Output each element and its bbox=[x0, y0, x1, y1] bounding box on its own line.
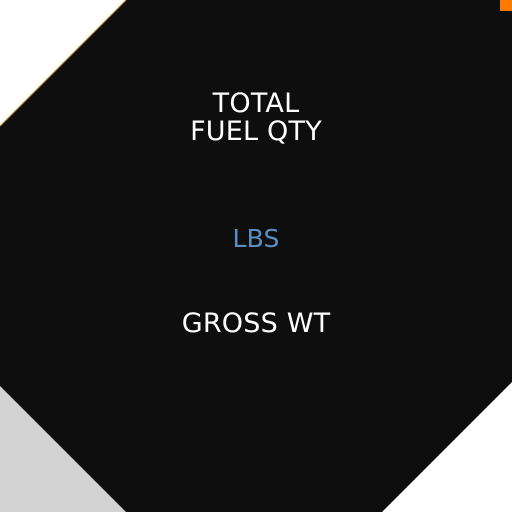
total-fuel-qty-label: TOTAL FUEL QTY bbox=[0, 90, 512, 146]
gross-weight-label: GROSS WT bbox=[181, 308, 331, 339]
fuel-title-line-1: TOTAL bbox=[212, 88, 300, 119]
fuel-units-label: LBS bbox=[232, 224, 280, 253]
orange-square-marker-icon bbox=[500, 0, 512, 11]
fuel-title-line-2: FUEL QTY bbox=[190, 116, 322, 147]
